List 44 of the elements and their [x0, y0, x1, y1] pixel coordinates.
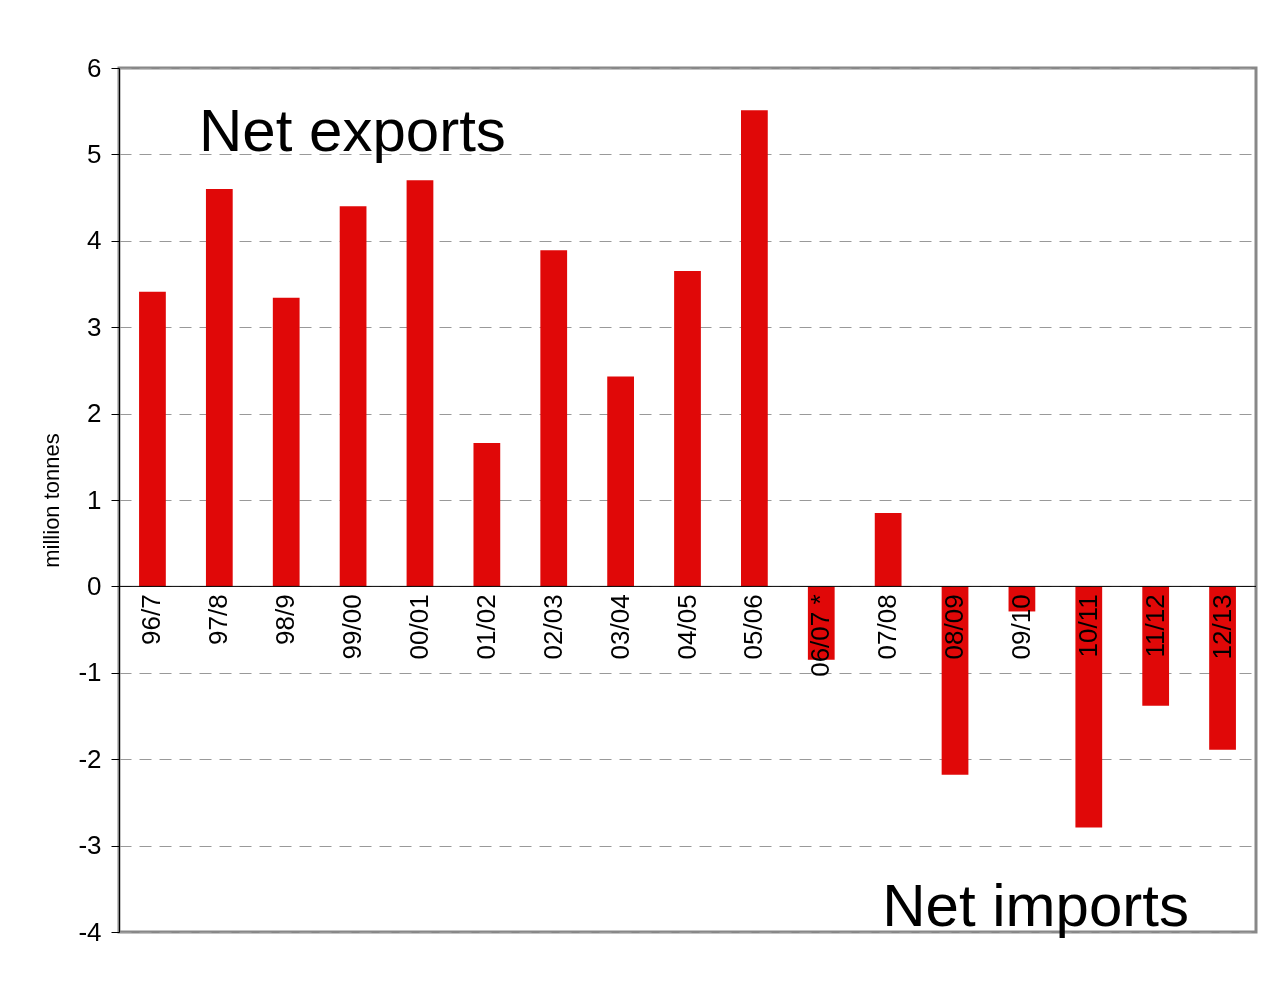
bar — [741, 110, 768, 587]
y-tick-label: 5 — [87, 138, 102, 169]
x-tick-label: 10/11 — [1072, 594, 1103, 658]
bar — [1209, 586, 1236, 750]
x-tick-label: 09/10 — [1005, 594, 1036, 660]
x-tick-label: 98/9 — [270, 594, 301, 646]
x-tick-label: 02/03 — [537, 594, 568, 660]
bar — [406, 180, 434, 587]
y-tick-label: 0 — [87, 570, 102, 601]
x-tick-label: 07/08 — [872, 594, 903, 660]
x-tick-label: 00/01 — [403, 594, 434, 660]
y-tick-label: 4 — [87, 225, 102, 256]
bar — [205, 188, 233, 587]
x-tick-label: 12/13 — [1206, 594, 1237, 660]
bar — [540, 250, 568, 587]
bar — [339, 206, 367, 587]
annotation: Net exports — [199, 97, 506, 164]
x-tick-label: 03/04 — [604, 594, 635, 660]
x-tick-label: 04/05 — [671, 594, 702, 660]
x-tick-label: 11/12 — [1139, 594, 1170, 658]
y-tick-label: 1 — [87, 484, 102, 515]
y-tick-label: -2 — [78, 743, 102, 774]
bar — [674, 271, 701, 587]
annotation: Net imports — [882, 872, 1189, 939]
x-tick-label: 06/07 * — [805, 594, 836, 677]
x-tick-label: 99/00 — [337, 594, 368, 660]
x-tick-label: 97/8 — [203, 594, 234, 646]
x-tick-label: 96/7 — [136, 594, 167, 646]
bar — [874, 512, 902, 587]
x-tick-label: 01/02 — [470, 594, 501, 660]
y-tick-label: -1 — [78, 657, 102, 688]
bar — [473, 442, 501, 587]
bar — [607, 376, 634, 587]
y-tick-label: 6 — [87, 52, 102, 83]
y-tick-label: 3 — [87, 311, 102, 342]
y-axis-title: million tonnes — [39, 433, 65, 568]
bar — [272, 297, 300, 587]
bar — [1075, 586, 1103, 828]
x-tick-label: 08/09 — [939, 594, 970, 660]
y-tick-label: 2 — [87, 398, 102, 429]
y-tick-label: -4 — [78, 916, 102, 947]
x-tick-label: 05/06 — [738, 594, 769, 660]
y-tick-label: -3 — [78, 830, 102, 861]
bar — [139, 291, 166, 587]
